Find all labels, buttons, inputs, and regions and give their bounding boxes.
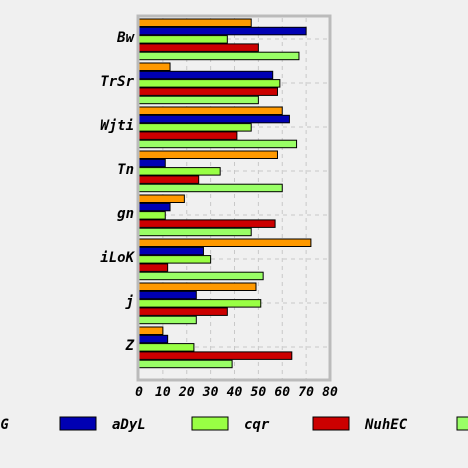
bar: [138, 194, 185, 203]
bar: [138, 26, 307, 36]
bar: [138, 175, 200, 184]
category-label: TrSr: [100, 74, 134, 90]
bar: [138, 150, 278, 159]
bar: [138, 343, 195, 352]
bar: [138, 18, 252, 27]
bar: [138, 123, 252, 132]
x-tick-label: 10: [155, 385, 171, 400]
bar: [138, 139, 298, 149]
category-label: Tn: [117, 162, 134, 178]
bar: [138, 158, 166, 168]
plot-frame: [136, 14, 332, 382]
bar: [138, 351, 293, 360]
category-label: Z: [125, 338, 135, 354]
legend: AG aDyL cqr NuhEC: [0, 416, 468, 433]
bar: [138, 106, 283, 115]
category-label: gn: [117, 206, 134, 222]
bar: [138, 202, 171, 212]
bar: [138, 359, 233, 369]
bar: [138, 315, 197, 325]
x-tick-label: 80: [322, 385, 338, 400]
category-label: Wjti: [100, 118, 134, 134]
legend-label: AG: [0, 417, 9, 433]
x-tick-label: 30: [202, 385, 219, 400]
category-label: Bw: [116, 30, 135, 46]
bar: [138, 307, 228, 316]
legend-label: aDyL: [112, 417, 146, 433]
legend-swatch: [191, 416, 229, 431]
x-tick-label: 60: [274, 385, 290, 400]
bar: [138, 334, 169, 344]
bar: [138, 238, 312, 247]
category-label: j: [125, 294, 134, 310]
bar: [138, 227, 252, 237]
bar: [138, 219, 276, 228]
bar: [138, 43, 259, 52]
category-labels: Bw TrSr Wjti Tn gn iLoK j Z: [100, 30, 135, 354]
bar: [138, 299, 262, 308]
bar: [138, 263, 169, 272]
x-tick-label: 40: [227, 385, 243, 400]
x-tick-label: 20: [178, 385, 195, 400]
x-tick-label: 70: [298, 385, 314, 400]
bar: [138, 183, 283, 193]
legend-label: cqr: [244, 417, 270, 433]
bar: [138, 79, 281, 88]
bars: [138, 18, 312, 369]
bar: [138, 87, 278, 96]
bar: [138, 131, 238, 140]
x-tick-labels: 0 10 20 30 40 50 60 70 80: [135, 385, 338, 400]
bar: [138, 35, 228, 44]
bar: [138, 70, 274, 80]
bar: [138, 255, 212, 264]
bar: [138, 95, 259, 105]
legend-swatch: [312, 416, 350, 431]
legend-label: NuhEC: [364, 417, 408, 433]
bar: [138, 290, 197, 300]
x-tick-label: 0: [135, 385, 143, 400]
bar: [138, 282, 257, 291]
legend-swatch: [456, 416, 468, 431]
bar: [138, 114, 290, 124]
bar: [138, 271, 264, 281]
category-label: iLoK: [100, 250, 135, 266]
bar: [138, 62, 171, 71]
bar: [138, 51, 300, 61]
legend-swatch: [59, 416, 97, 431]
bar: [138, 167, 221, 176]
bar: [138, 326, 164, 335]
bar: [138, 246, 204, 256]
bar: [138, 211, 166, 220]
x-tick-label: 50: [251, 385, 267, 400]
